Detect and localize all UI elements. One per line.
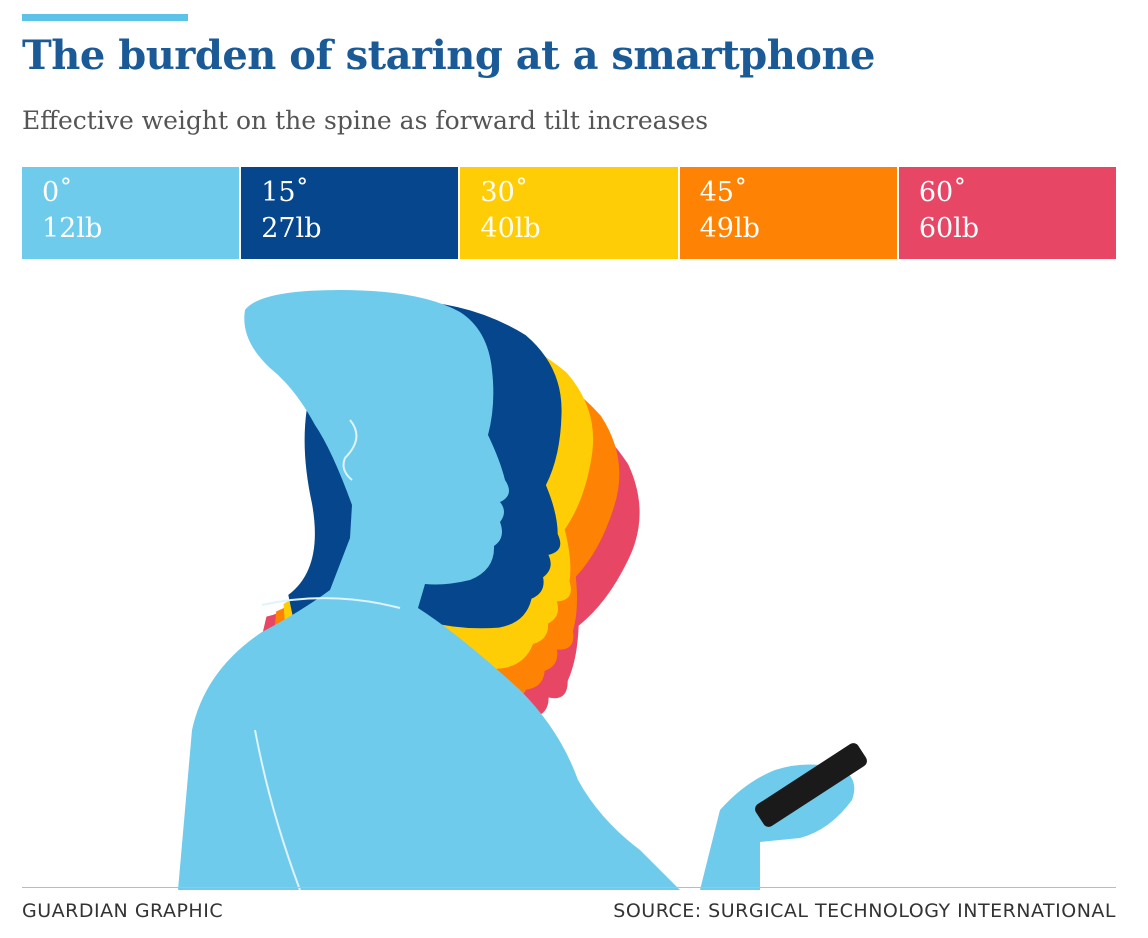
accent-bar — [22, 14, 188, 21]
legend-weight-15: 27lb — [261, 213, 322, 244]
legend-angle-0: 0˚ — [42, 177, 73, 208]
legend-angle-15: 15˚ — [261, 177, 310, 208]
legend-item-30: 30˚ 40lb — [460, 167, 678, 259]
person-silhouette — [178, 290, 680, 890]
chart-title: The burden of staring at a smartphone — [22, 32, 875, 79]
footer-divider — [22, 887, 1116, 888]
graphic-credit: GUARDIAN GRAPHIC — [22, 900, 224, 922]
source-note: SOURCE: SURGICAL TECHNOLOGY INTERNATIONA… — [613, 900, 1116, 922]
legend-item-60: 60˚ 60lb — [898, 167, 1117, 259]
chart-subtitle: Effective weight on the spine as forward… — [22, 106, 709, 135]
legend-angle-30: 30˚ — [480, 177, 529, 208]
clothing-lines — [254, 419, 401, 890]
smartphone-icon — [755, 743, 867, 827]
legend-angle-60: 60˚ — [918, 177, 967, 208]
legend-item-15: 15˚ 27lb — [241, 167, 459, 259]
head-tilt-illustration — [178, 290, 867, 890]
legend-weight-0: 12lb — [42, 213, 103, 244]
tilt-weight-legend: 0˚ 12lb 15˚ 27lb 30˚ 40lb 45˚ 49lb 60˚ 6… — [22, 167, 1117, 259]
legend-weight-60: 60lb — [918, 213, 980, 244]
legend-weight-45: 49lb — [699, 213, 760, 244]
legend-item-45: 45˚ 49lb — [679, 167, 897, 259]
legend-item-0: 0˚ 12lb — [22, 167, 240, 259]
legend-angle-45: 45˚ — [699, 177, 748, 208]
legend-weight-30: 40lb — [480, 213, 541, 244]
